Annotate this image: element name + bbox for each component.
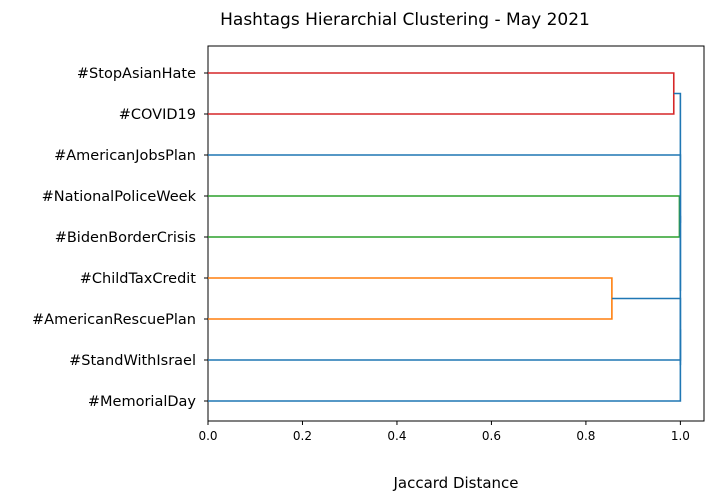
leaf-label: #COVID19 — [119, 107, 196, 123]
plot-area — [207, 45, 705, 422]
leaf-label: #NationalPoliceWeek — [42, 189, 197, 205]
link-root-top — [673, 92, 682, 223]
leaf-label: #AmericanJobsPlan — [54, 148, 196, 164]
x-tick-label: 0.0 — [198, 429, 217, 443]
x-tick-label: 1.0 — [671, 429, 690, 443]
chart-title: Hashtags Hierarchial Clustering - May 20… — [220, 10, 590, 30]
x-tick-label: 0.4 — [387, 429, 406, 443]
link-childtaxcredit-americanrescueplan — [208, 277, 613, 320]
leaf-label: #StandWithIsrael — [69, 353, 196, 369]
link-root-lower — [208, 329, 682, 402]
leaf-label: #AmericanRescuePlan — [32, 312, 196, 328]
leaf-label: #StopAsianHate — [77, 66, 196, 82]
dendrogram-links — [208, 72, 682, 402]
x-tick-label: 0.2 — [293, 429, 312, 443]
link-nationalpoliceweek-bidenbordercrisis — [208, 195, 681, 238]
leaf-label: #BidenBorderCrisis — [55, 230, 196, 246]
x-tick-label: 0.6 — [482, 429, 501, 443]
x-tick-label: 0.8 — [576, 429, 595, 443]
link-childtax-cluster-standwithisrael — [208, 297, 682, 361]
leaf-label: #MemorialDay — [88, 394, 197, 410]
x-axis-label: Jaccard Distance — [392, 474, 518, 492]
leaf-label: #ChildTaxCredit — [80, 271, 197, 287]
leaf-labels: #StopAsianHate #COVID19 #AmericanJobsPlan #… — [32, 66, 208, 410]
x-axis: 0.0 0.2 0.4 0.6 0.8 1.0 — [198, 421, 690, 443]
link-root-jobsplan — [208, 154, 682, 291]
link-stopasianhate-covid19 — [208, 72, 675, 115]
